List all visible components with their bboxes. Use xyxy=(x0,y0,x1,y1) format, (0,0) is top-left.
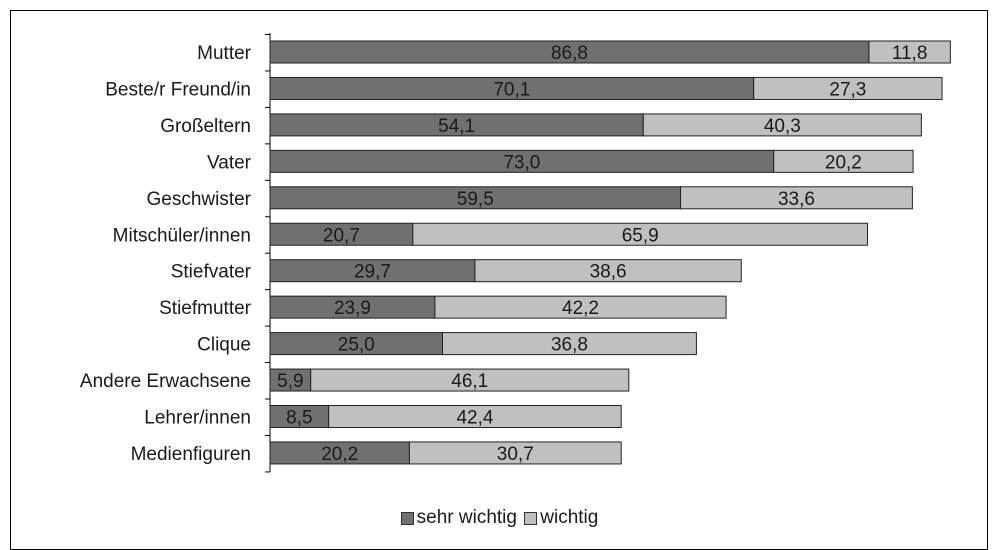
data-label-wichtig: 27,3 xyxy=(829,79,866,100)
category-label: Geschwister xyxy=(146,189,251,210)
category-label: Stiefmutter xyxy=(159,298,252,319)
data-label-sehr-wichtig: 25,0 xyxy=(338,335,375,356)
stacked-bar-chart: Mutter 86,8 11,8 Beste/r Freund/in 70,1 27,3 G… xyxy=(80,33,951,473)
bar-segment-wichtig xyxy=(474,259,742,283)
bar-segment-wichtig xyxy=(753,76,943,100)
data-label-sehr-wichtig: 86,8 xyxy=(551,43,588,64)
legend-label-wichtig: wichtig xyxy=(540,507,599,528)
data-label-sehr-wichtig: 59,5 xyxy=(457,189,494,210)
category-label: Medienfiguren xyxy=(131,444,251,465)
legend-item-wichtig: wichtig xyxy=(524,507,598,529)
data-label-wichtig: 46,1 xyxy=(451,371,488,392)
bar-segment-wichtig xyxy=(773,149,914,173)
category-label: Vater xyxy=(207,152,252,173)
bar-segment-wichtig xyxy=(310,368,630,392)
data-label-wichtig: 20,2 xyxy=(825,152,862,173)
category-label: Stiefvater xyxy=(171,262,252,283)
data-label-wichtig: 42,2 xyxy=(562,298,599,319)
bar-segment-wichtig xyxy=(680,186,913,210)
category-label: Clique xyxy=(197,335,251,356)
bar-segment-wichtig xyxy=(868,40,951,64)
bar-segment-wichtig xyxy=(408,441,622,465)
bar-segment-wichtig xyxy=(412,222,869,246)
data-label-wichtig: 36,8 xyxy=(551,335,588,356)
data-label-sehr-wichtig: 8,5 xyxy=(286,408,312,429)
bar-segment-wichtig xyxy=(328,405,622,428)
data-label-sehr-wichtig: 5,9 xyxy=(277,371,303,392)
data-label-sehr-wichtig: 73,0 xyxy=(503,152,540,173)
data-label-sehr-wichtig: 20,7 xyxy=(323,225,360,246)
data-label-wichtig: 65,9 xyxy=(622,225,659,246)
data-label-sehr-wichtig: 23,9 xyxy=(334,298,371,319)
category-label: Andere Erwachsene xyxy=(80,371,251,392)
legend-item-sehr-wichtig: sehr wichtig xyxy=(400,507,517,529)
category-label: Lehrer/innen xyxy=(144,408,251,429)
category-label: Beste/r Freund/in xyxy=(105,79,251,100)
bar-segment-wichtig xyxy=(434,295,727,319)
category-label: Mutter xyxy=(197,43,252,64)
bar-segment-wichtig xyxy=(442,332,697,356)
category-label: Großeltern xyxy=(160,116,251,137)
data-label-wichtig: 11,8 xyxy=(892,43,928,64)
data-label-wichtig: 33,6 xyxy=(778,189,815,210)
data-label-wichtig: 30,7 xyxy=(497,444,534,465)
legend-swatch-wichtig xyxy=(524,511,538,525)
category-label: Mitschüler/innen xyxy=(113,225,251,246)
legend-swatch-sehr-wichtig xyxy=(400,511,414,525)
data-label-wichtig: 42,4 xyxy=(456,408,493,429)
data-label-wichtig: 40,3 xyxy=(764,116,801,137)
data-label-sehr-wichtig: 70,1 xyxy=(493,79,530,100)
legend: sehr wichtig wichtig xyxy=(0,507,999,531)
data-label-sehr-wichtig: 54,1 xyxy=(438,116,475,137)
data-label-sehr-wichtig: 20,2 xyxy=(321,444,358,465)
bar-segment-wichtig xyxy=(642,113,922,137)
legend-label-sehr-wichtig: sehr wichtig xyxy=(416,507,517,528)
data-label-sehr-wichtig: 29,7 xyxy=(354,262,391,283)
data-label-wichtig: 38,6 xyxy=(590,262,627,283)
